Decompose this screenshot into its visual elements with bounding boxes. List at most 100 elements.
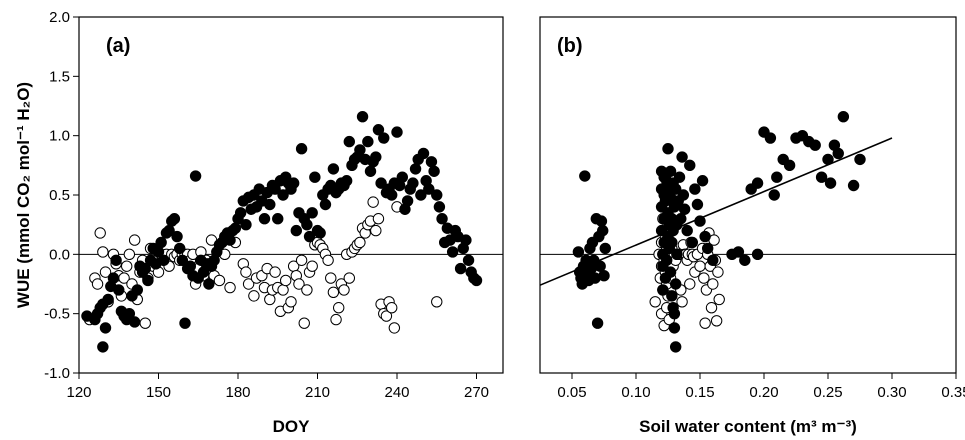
y-tick-label: 2.0 [49, 9, 70, 26]
data-point-filled [431, 189, 443, 201]
data-point-filled [668, 322, 681, 334]
x-tick-label: 270 [464, 384, 489, 401]
data-point-open [322, 254, 334, 266]
data-point-open [139, 317, 151, 329]
data-point-open [386, 302, 398, 314]
data-point-filled [168, 213, 181, 225]
x-tick-label: 0.05 [557, 384, 586, 401]
data-point-filled [428, 165, 440, 177]
y-axis-title: WUE (mmol CO₂ mol⁻¹ H₂O) [14, 82, 33, 308]
points-a [81, 110, 483, 353]
data-point-filled [681, 224, 693, 237]
data-point-filled [309, 171, 321, 183]
data-point-filled [739, 254, 751, 266]
data-point-filled [99, 322, 112, 334]
data-point-open [94, 227, 106, 239]
plot-frame-b [539, 16, 957, 374]
data-point-filled [354, 144, 366, 156]
data-point-open [213, 274, 226, 287]
data-point-filled [691, 198, 704, 211]
panel-label-b: (b) [557, 35, 583, 57]
data-point-filled [669, 341, 682, 353]
data-point-filled [579, 170, 591, 182]
data-point-open [431, 296, 443, 308]
x-axis-title-b: Soil water content (m³ m⁻³) [639, 417, 857, 436]
y-tick-label: -1.0 [44, 365, 70, 382]
data-point-filled [669, 278, 682, 290]
data-point-filled [673, 171, 686, 183]
data-point-open [684, 278, 696, 290]
data-point-filled [409, 163, 422, 175]
data-point-filled [189, 170, 202, 182]
data-point-filled [675, 213, 687, 225]
data-point-filled [356, 110, 369, 123]
data-point-filled [837, 110, 850, 123]
data-point-filled [809, 139, 821, 151]
data-point-open [325, 272, 337, 284]
data-point-filled [676, 151, 688, 163]
data-point-filled [301, 218, 313, 231]
data-point-open [712, 266, 724, 278]
data-point-filled [158, 254, 170, 266]
y-tick-label: -0.5 [44, 306, 70, 323]
data-point-filled [375, 177, 387, 189]
data-point-filled [433, 201, 446, 213]
data-point-filled [155, 236, 167, 249]
data-point-filled [678, 203, 691, 215]
data-point-filled [113, 284, 125, 296]
data-point-filled [258, 213, 271, 225]
data-point-filled [107, 272, 120, 284]
data-point-filled [668, 307, 681, 320]
data-point-open [293, 278, 305, 290]
data-point-filled [171, 230, 183, 243]
data-point-open [694, 260, 706, 272]
y-tick-label: 0.0 [49, 246, 70, 263]
data-point-filled [203, 278, 215, 290]
data-point-filled [364, 165, 377, 177]
y-tick-label: 1.0 [49, 128, 70, 145]
data-point-filled [768, 189, 780, 201]
data-point-filled [822, 153, 834, 166]
data-point-filled [751, 248, 764, 261]
data-point-filled [417, 147, 430, 160]
data-point-open [269, 266, 281, 278]
data-point-filled [295, 143, 308, 155]
data-point-filled [446, 246, 459, 258]
data-point-filled [131, 284, 144, 296]
data-point-filled [462, 254, 475, 266]
data-point-open [99, 266, 112, 278]
data-point-filled [701, 242, 714, 255]
data-point-filled [269, 183, 281, 195]
data-point-filled [234, 207, 247, 219]
data-point-filled [391, 126, 403, 138]
data-point-filled [732, 246, 745, 258]
data-point-filled [694, 215, 706, 227]
data-point-filled [287, 177, 300, 189]
data-point-filled [594, 260, 606, 272]
data-point-filled [423, 183, 435, 195]
panel-label-a: (a) [106, 35, 130, 57]
data-point-filled [664, 165, 677, 177]
data-point-filled [854, 153, 866, 166]
data-point-filled [460, 234, 472, 246]
data-point-filled [572, 246, 585, 258]
data-point-filled [142, 274, 154, 287]
data-point-filled [597, 224, 609, 237]
data-point-open [301, 284, 313, 296]
data-point-open [372, 213, 385, 225]
data-point-filled [401, 195, 414, 207]
x-tick-label: 180 [225, 384, 250, 401]
data-point-filled [470, 274, 483, 287]
data-point-filled [662, 143, 674, 155]
data-point-filled [224, 234, 236, 246]
data-point-filled [696, 175, 709, 187]
data-point-filled [240, 218, 252, 231]
data-point-open [280, 274, 292, 287]
data-point-filled [176, 254, 189, 266]
x-tick-label: 0.25 [813, 384, 842, 401]
data-point-filled [174, 242, 186, 255]
data-point-filled [128, 316, 141, 328]
data-point-filled [370, 151, 382, 163]
data-point-filled [378, 132, 390, 144]
data-point-filled [290, 224, 302, 237]
